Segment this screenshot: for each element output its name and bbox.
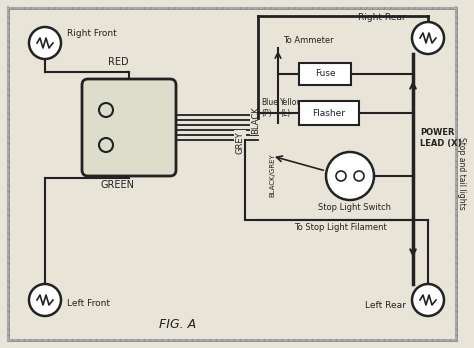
Circle shape [29, 27, 61, 59]
Text: POWER
LEAD (X): POWER LEAD (X) [420, 128, 462, 148]
FancyBboxPatch shape [8, 8, 456, 340]
Text: Yellow
(L): Yellow (L) [280, 98, 304, 118]
Text: Right Front: Right Front [67, 29, 117, 38]
Text: BLACK: BLACK [252, 106, 261, 134]
Circle shape [29, 284, 61, 316]
Text: Blue
(P): Blue (P) [261, 98, 278, 118]
Text: Stop and tail lights: Stop and tail lights [457, 137, 466, 209]
Circle shape [326, 152, 374, 200]
Circle shape [412, 284, 444, 316]
Text: To Ammeter: To Ammeter [283, 36, 334, 45]
Text: BLACK/GREY: BLACK/GREY [269, 153, 275, 197]
Text: Flasher: Flasher [312, 109, 346, 118]
Text: Stop Light Switch: Stop Light Switch [319, 203, 392, 212]
Text: To Stop Light Filament: To Stop Light Filament [293, 223, 386, 232]
FancyBboxPatch shape [299, 63, 351, 85]
Text: Fuse: Fuse [315, 70, 335, 79]
Text: Left Rear: Left Rear [365, 301, 406, 310]
Circle shape [412, 22, 444, 54]
FancyBboxPatch shape [82, 79, 176, 176]
Text: FIG. A: FIG. A [159, 317, 197, 331]
Text: GREEN: GREEN [101, 180, 135, 190]
FancyBboxPatch shape [299, 101, 359, 125]
Text: Left Front: Left Front [67, 300, 110, 308]
Text: RED: RED [108, 57, 128, 67]
Text: GREY: GREY [236, 132, 245, 154]
Text: Right Rear: Right Rear [358, 14, 406, 23]
